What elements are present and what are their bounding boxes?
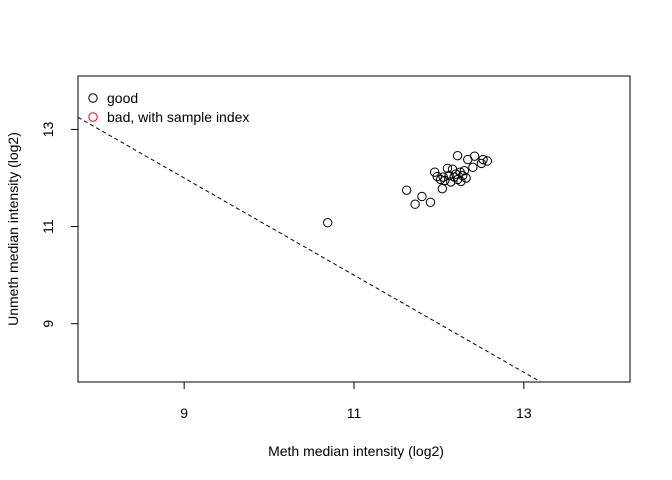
data-points — [322, 150, 493, 228]
data-point — [410, 199, 420, 209]
legend-marker-bad — [88, 112, 98, 122]
x-axis: 9 11 13 — [180, 381, 532, 421]
data-point — [435, 174, 446, 185]
y-axis-label: Unmeth median intensity (log2) — [5, 132, 21, 326]
legend: good bad, with sample index — [88, 90, 249, 125]
data-point — [469, 151, 480, 161]
data-point — [482, 156, 493, 166]
data-point — [456, 176, 466, 187]
data-point — [459, 166, 470, 176]
reference-line — [78, 116, 542, 382]
legend-label-bad: bad, with sample index — [107, 109, 249, 125]
x-tick-label: 11 — [347, 405, 362, 421]
legend-marker-good — [88, 93, 98, 103]
data-point — [468, 162, 478, 173]
x-tick-label: 13 — [516, 405, 532, 421]
x-axis-label: Meth median intensity (log2) — [268, 443, 444, 459]
data-point — [425, 197, 436, 207]
data-point — [432, 171, 442, 182]
y-tick-label: 11 — [40, 219, 56, 234]
data-point — [322, 217, 333, 228]
data-point — [446, 177, 456, 187]
data-point — [442, 163, 453, 173]
data-point — [401, 185, 412, 195]
data-point — [437, 183, 448, 194]
y-tick-label: 13 — [40, 121, 56, 137]
legend-label-good: good — [107, 90, 138, 106]
data-point — [458, 170, 468, 181]
data-point — [417, 191, 427, 202]
data-point — [452, 150, 463, 161]
data-point — [478, 154, 488, 165]
data-point — [461, 173, 471, 183]
y-tick-label: 9 — [40, 320, 56, 328]
data-point — [451, 169, 461, 179]
y-axis: 9 11 13 — [40, 121, 79, 328]
data-point — [455, 167, 465, 177]
x-tick-label: 9 — [180, 405, 188, 421]
